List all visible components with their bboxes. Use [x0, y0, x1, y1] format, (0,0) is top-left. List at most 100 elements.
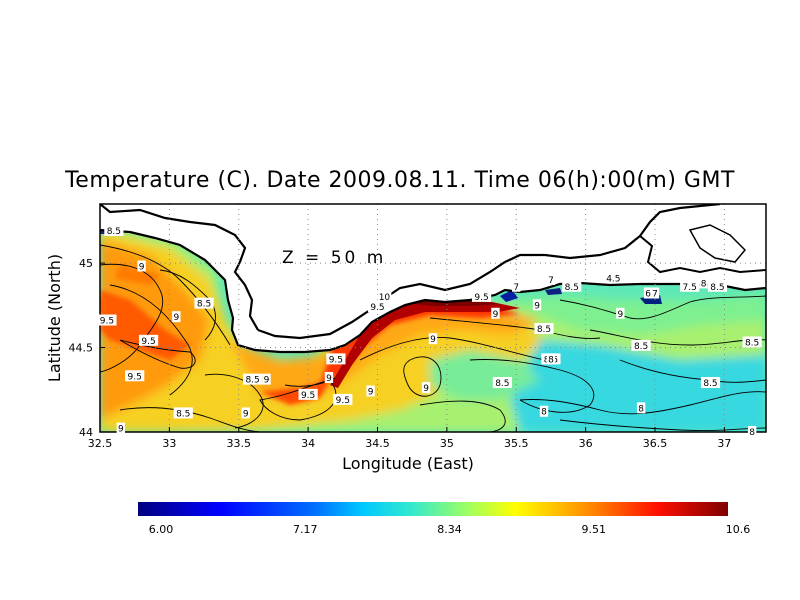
contour-label: 9	[430, 335, 436, 345]
y-tick-label: 45	[79, 257, 93, 270]
contour-label: 9	[368, 387, 374, 397]
contour-label-bg	[116, 422, 126, 434]
contour-label: 9	[423, 384, 429, 394]
y-tick-label: 44.5	[69, 342, 94, 355]
contour-label: 8.5	[245, 376, 259, 386]
contour-label-bg	[172, 311, 181, 323]
contour-label-bg	[262, 373, 271, 385]
contour-label: 8.5	[537, 325, 551, 335]
contour-label-bg	[173, 407, 193, 419]
contour-label-bg	[298, 388, 318, 400]
x-tick-label: 36.5	[643, 437, 668, 450]
contour-label-bg	[603, 272, 623, 284]
colorbar-tick-label: 9.51	[582, 523, 607, 536]
contour-label-bg	[491, 307, 500, 319]
colorbar-tick-label: 8.34	[437, 523, 462, 536]
contour-label-bg	[562, 280, 582, 292]
x-tick-label: 33	[162, 437, 176, 450]
contour-label-bg	[512, 280, 521, 292]
contour-label: 8	[548, 355, 554, 365]
contour-label-bg	[631, 339, 651, 351]
contour-label-bg	[241, 407, 250, 419]
contour-label-bg	[616, 307, 625, 319]
contour-label: 8.5	[745, 338, 759, 348]
contour-label: 8.5	[107, 227, 121, 237]
contour-label: 8	[701, 279, 707, 289]
contour-label: 9	[326, 374, 332, 384]
contour-label-bg	[125, 370, 145, 382]
contour-label: 9	[264, 376, 270, 386]
colorbar-tick-label: 10.6	[726, 523, 751, 536]
contour-label: 9.5	[100, 317, 114, 327]
contour-label-bg	[97, 314, 117, 326]
contour-label-bg	[650, 287, 660, 299]
contour-label-bg	[699, 277, 708, 289]
contour-label-bg	[539, 405, 549, 417]
contour-label: 8.5	[176, 409, 190, 419]
contour-label: 9	[493, 310, 499, 320]
colorbar-tick-label: 7.17	[293, 523, 318, 536]
contour-label-bg	[471, 290, 492, 302]
y-axis-label: Latitude (North)	[45, 254, 64, 382]
x-tick-label: 34	[301, 437, 315, 450]
contour-label: 9	[139, 262, 145, 272]
depth-label: Z = 50 m	[282, 248, 386, 268]
contour-label-bg	[138, 334, 159, 346]
contour-label-bg	[546, 274, 556, 285]
y-tick-label: 44	[79, 426, 93, 439]
contour-label-bg	[636, 402, 646, 414]
x-tick-label: 36	[579, 437, 593, 450]
contour-label-bg	[534, 322, 554, 334]
x-tick-label: 37	[717, 437, 731, 450]
contour-label-bg	[428, 333, 438, 345]
contour-label: 7	[548, 276, 554, 286]
x-axis-ticks: 32.5 33 33.5 34 34.5 35 35.5 36 36.5 37	[88, 427, 731, 450]
colorbar-ticks: 6.00 7.17 8.34 9.51 10.6	[149, 523, 751, 536]
contour-label-bg	[742, 336, 762, 348]
contour-label: 9	[534, 301, 540, 311]
contour-label-bg	[700, 377, 721, 389]
x-tick-label: 35	[440, 437, 454, 450]
contour-label: 9	[243, 409, 249, 419]
contour-label-bg	[707, 280, 728, 292]
contour-label-bg	[532, 299, 542, 311]
contour-label: 8.5	[710, 283, 724, 293]
x-tick-label: 34.5	[365, 437, 390, 450]
contour-label: 10	[379, 293, 391, 303]
contour-label-bg	[367, 301, 388, 313]
contour-label: 6	[645, 290, 651, 300]
contour-label-bg	[137, 260, 146, 272]
contour-label-bg	[333, 393, 353, 405]
contour-label-bg	[366, 385, 375, 397]
contour-label: 9.5	[141, 337, 155, 347]
contour-label: 9	[118, 425, 124, 435]
contour-label-bg	[747, 426, 757, 437]
contour-label: 9.5	[336, 396, 350, 406]
x-tick-label: 32.5	[88, 437, 113, 450]
contour-label-bg	[326, 353, 346, 365]
contour-label: 8.5	[634, 342, 648, 352]
x-axis-label: Longitude (East)	[342, 454, 474, 473]
contour-label-bg	[421, 382, 431, 394]
contour-label: 9.5	[370, 303, 384, 313]
chart-title: Temperature (C). Date 2009.08.11. Time 0…	[65, 168, 735, 193]
contour-label-bg	[243, 373, 263, 385]
contour-label: 8.5	[703, 379, 717, 389]
contour-label: 8	[638, 404, 644, 414]
colorbar	[138, 502, 728, 516]
contour-label: 7	[513, 283, 519, 293]
contour-label: 8.5	[495, 379, 509, 389]
x-tick-label: 33.5	[227, 437, 252, 450]
contour-label: 8.5	[197, 300, 211, 310]
contour-label: 8.5	[565, 283, 579, 293]
x-tick-label: 35.5	[504, 437, 529, 450]
contour-label-bg	[324, 371, 334, 383]
land-mask	[100, 204, 766, 354]
contour-labels: 8.599.59.59.598.58.5 998.599.59.599.59109…	[97, 225, 762, 438]
contour-label: 4.5	[606, 274, 620, 284]
colorbar-tick-label: 6.00	[149, 523, 174, 536]
contour-label-bg	[643, 287, 653, 299]
y-axis-ticks: 44 44.5 45	[69, 257, 105, 439]
contour-label-bg	[492, 377, 512, 389]
